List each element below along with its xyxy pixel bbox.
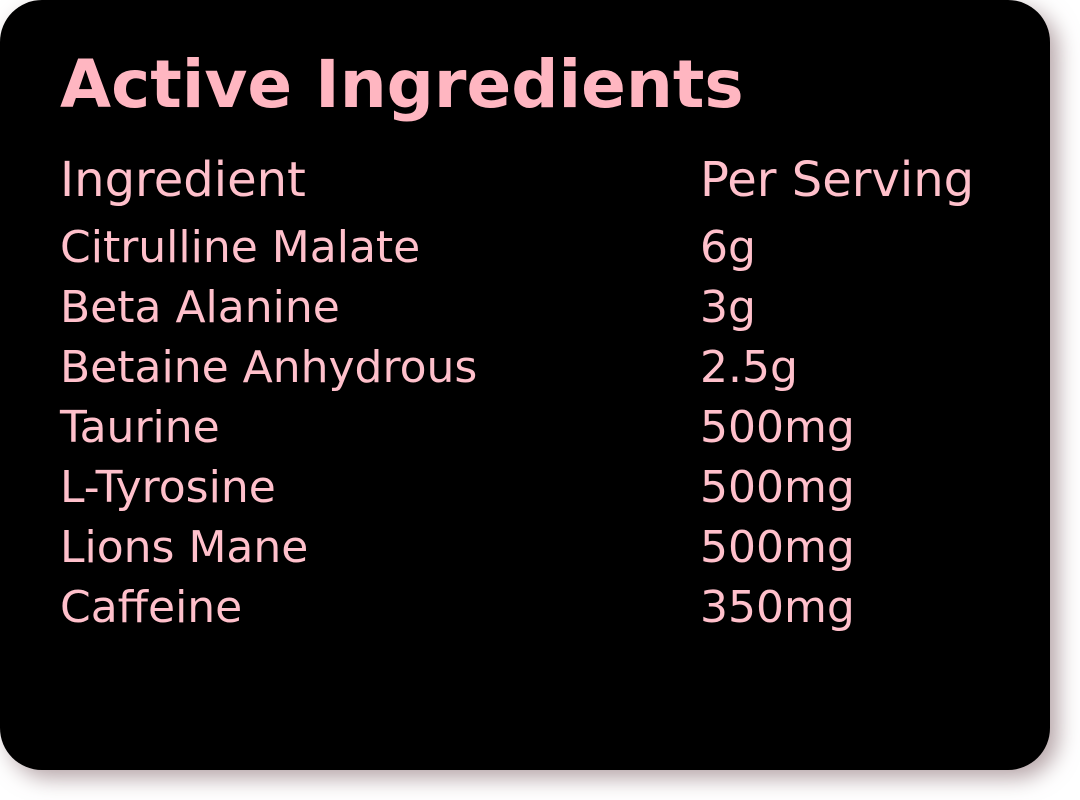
table-row: Taurine 500mg xyxy=(60,406,1020,466)
ingredient-amount: 500mg xyxy=(700,402,855,453)
ingredient-name: Beta Alanine xyxy=(60,282,340,333)
ingredient-name: Citrulline Malate xyxy=(60,222,421,273)
ingredient-name: Caffeine xyxy=(60,582,243,633)
ingredient-amount: 6g xyxy=(700,222,756,273)
ingredient-name: Lions Mane xyxy=(60,522,309,573)
table-row: Betaine Anhydrous 2.5g xyxy=(60,346,1020,406)
ingredient-amount: 350mg xyxy=(700,582,855,633)
card-title: Active Ingredients xyxy=(60,46,744,123)
table-header: Ingredient Per Serving xyxy=(60,156,1020,216)
ingredient-amount: 2.5g xyxy=(700,342,798,393)
table-row: Citrulline Malate 6g xyxy=(60,226,1020,286)
ingredient-name: Taurine xyxy=(60,402,220,453)
ingredient-amount: 500mg xyxy=(700,522,855,573)
header-per-serving: Per Serving xyxy=(700,152,975,208)
header-ingredient: Ingredient xyxy=(60,152,306,208)
table-row: Beta Alanine 3g xyxy=(60,286,1020,346)
table-row: L-Tyrosine 500mg xyxy=(60,466,1020,526)
ingredient-amount: 500mg xyxy=(700,462,855,513)
ingredient-name: L-Tyrosine xyxy=(60,462,276,513)
table-row: Lions Mane 500mg xyxy=(60,526,1020,586)
table-row: Caffeine 350mg xyxy=(60,586,1020,646)
ingredient-name: Betaine Anhydrous xyxy=(60,342,478,393)
ingredient-amount: 3g xyxy=(700,282,756,333)
ingredients-card: Active Ingredients Ingredient Per Servin… xyxy=(0,0,1050,770)
